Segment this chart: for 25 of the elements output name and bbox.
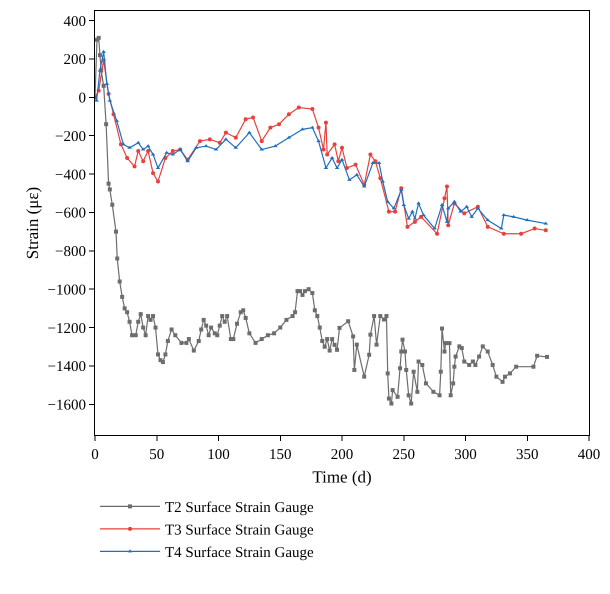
y-tick-label: −600 — [55, 206, 86, 222]
x-tick-label: 50 — [149, 447, 164, 463]
x-tick-label: 200 — [330, 447, 354, 463]
x-tick-label: 350 — [516, 447, 538, 463]
y-tick-label: −800 — [55, 244, 86, 260]
y-tick-label: −200 — [55, 128, 86, 145]
y-tick-label: −1600 — [48, 398, 86, 414]
legend-label: T4 Surface Strain Gauge — [165, 545, 314, 562]
x-tick-label: 100 — [207, 447, 230, 463]
y-tick-label: −1200 — [48, 320, 86, 337]
y-tick-label: −400 — [55, 167, 86, 184]
y-tick-label: −1000 — [48, 282, 86, 298]
y-tick-label: −1400 — [48, 359, 86, 376]
x-tick-label: 400 — [578, 447, 600, 463]
x-tick-label: 250 — [392, 447, 415, 463]
x-tick-label: 300 — [454, 447, 477, 463]
legend-label: T3 Surface Strain Gauge — [165, 522, 314, 539]
y-tick-label: 0 — [78, 90, 86, 107]
x-axis-title: Time (d) — [312, 467, 372, 486]
legend-label: T2 Surface Strain Gauge — [165, 500, 314, 516]
y-tick-label: 200 — [64, 52, 86, 68]
x-tick-label: 150 — [269, 447, 292, 463]
y-axis-title: Strain (με) — [23, 186, 42, 260]
x-tick-label: 0 — [91, 447, 99, 463]
y-tick-label: 400 — [64, 14, 86, 30]
